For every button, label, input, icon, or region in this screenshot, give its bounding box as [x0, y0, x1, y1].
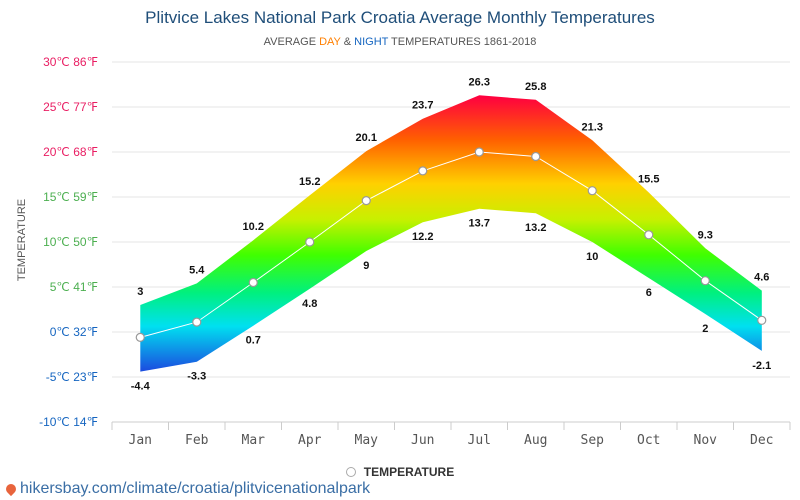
- day-temp-label: 15.5: [638, 174, 659, 186]
- night-temp-label: 13.2: [525, 222, 546, 234]
- x-tick-label: Jan: [129, 433, 152, 448]
- x-tick-label: Jul: [468, 433, 491, 448]
- night-temp-label: -2.1: [752, 360, 771, 372]
- legend-label: TEMPERATURE: [363, 465, 455, 479]
- chart-title: Plitvice Lakes National Park Croatia Ave…: [145, 8, 655, 27]
- subtitle-day: DAY: [319, 36, 341, 48]
- subtitle-night: NIGHT: [354, 36, 389, 48]
- day-temp-label: 25.8: [525, 81, 546, 93]
- y-tick-label: 5℃ 41℉: [50, 280, 98, 294]
- day-temp-label: 15.2: [299, 176, 320, 188]
- x-tick-label: Oct: [637, 433, 660, 448]
- y-tick-label: 15℃ 59℉: [43, 190, 98, 204]
- source-url: hikersbay.com/climate/croatia/plitvicena…: [20, 480, 371, 497]
- x-tick-label: Nov: [694, 433, 718, 448]
- chart-subtitle: AVERAGE DAY & NIGHT TEMPERATURES 1861-20…: [0, 36, 800, 48]
- night-temp-label: -3.3: [187, 371, 206, 383]
- temperature-point[interactable]: [474, 147, 484, 157]
- x-tick-label: Aug: [524, 433, 547, 448]
- x-tick-label: Mar: [242, 433, 266, 448]
- day-temp-label: 9.3: [698, 229, 713, 241]
- day-temp-label: 5.4: [189, 264, 205, 276]
- temperature-point[interactable]: [587, 186, 597, 196]
- temperature-line: [140, 151, 763, 338]
- temperature-point[interactable]: [644, 230, 654, 240]
- temperature-range-band: [140, 95, 762, 372]
- x-tick-label: Dec: [750, 433, 773, 448]
- y-axis-label: TEMPERATURE: [16, 199, 28, 281]
- x-tick-label: Apr: [298, 433, 322, 448]
- day-temp-label: 4.6: [754, 272, 769, 284]
- line-layer: [135, 147, 767, 342]
- day-temp-label: 23.7: [412, 100, 433, 112]
- night-temp-label: 9: [363, 260, 369, 272]
- night-temp-label: 0.7: [246, 335, 261, 347]
- x-tick-label: May: [355, 433, 379, 448]
- day-temp-label: 3: [137, 286, 143, 298]
- axis-layer: 30℃ 86℉ 25℃ 77℉ 20℃ 68℉ 15℃ 59℉ 10℃ 50℉ 5℃ 41…: [16, 55, 791, 448]
- temperature-point[interactable]: [248, 277, 258, 288]
- subtitle-suffix: TEMPERATURES 1861-2018: [388, 36, 537, 48]
- night-temp-label: 2: [702, 323, 708, 335]
- location-pin-icon: [3, 481, 19, 497]
- y-tick-label: 25℃ 77℉: [43, 100, 98, 114]
- legend-marker-icon: [345, 467, 356, 477]
- day-temp-label: 21.3: [582, 121, 603, 133]
- temperature-point[interactable]: [135, 332, 145, 342]
- y-tick-label: 20℃ 68℉: [43, 145, 98, 159]
- y-tick-label: 0℃ 32℉: [50, 325, 98, 339]
- day-temp-label: 20.1: [356, 132, 377, 144]
- chart-legend[interactable]: TEMPERATURE: [0, 465, 800, 479]
- night-temp-label: 10: [586, 251, 598, 263]
- x-tick-label: Jun: [411, 433, 434, 448]
- temperature-point[interactable]: [700, 276, 710, 286]
- temperature-point[interactable]: [192, 317, 202, 327]
- source-link[interactable]: hikersbay.com/climate/croatia/plitvicena…: [3, 480, 371, 498]
- temperature-point[interactable]: [418, 166, 428, 176]
- night-temp-label: 12.2: [412, 231, 433, 243]
- night-temp-label: -4.4: [131, 381, 151, 393]
- temperature-point[interactable]: [361, 196, 371, 206]
- temperature-point[interactable]: [305, 237, 315, 247]
- x-tick-label: Feb: [185, 433, 209, 448]
- y-tick-label: 10℃ 50℉: [43, 235, 98, 249]
- night-temp-label: 4.8: [302, 298, 317, 310]
- night-temp-label: 13.7: [469, 218, 490, 230]
- subtitle-amp: &: [340, 36, 355, 48]
- day-temp-label: 10.2: [243, 221, 264, 233]
- y-tick-label: -5℃ 23℉: [46, 370, 98, 384]
- night-temp-label: 6: [646, 287, 652, 299]
- y-tick-label: 30℃ 86℉: [43, 55, 98, 69]
- temperature-point[interactable]: [531, 151, 541, 162]
- temperature-point[interactable]: [757, 315, 767, 325]
- band-layer: [140, 95, 762, 372]
- label-layer: 3 5.4 10.2 15.2 20.1 23.7 26.3 25.8 21.3 15.5 9.3 4…: [131, 76, 771, 392]
- day-temp-label: 26.3: [469, 76, 490, 88]
- subtitle-prefix: AVERAGE: [263, 36, 320, 48]
- y-tick-label: -10℃ 14℉: [39, 415, 98, 429]
- x-tick-label: Sep: [581, 433, 605, 448]
